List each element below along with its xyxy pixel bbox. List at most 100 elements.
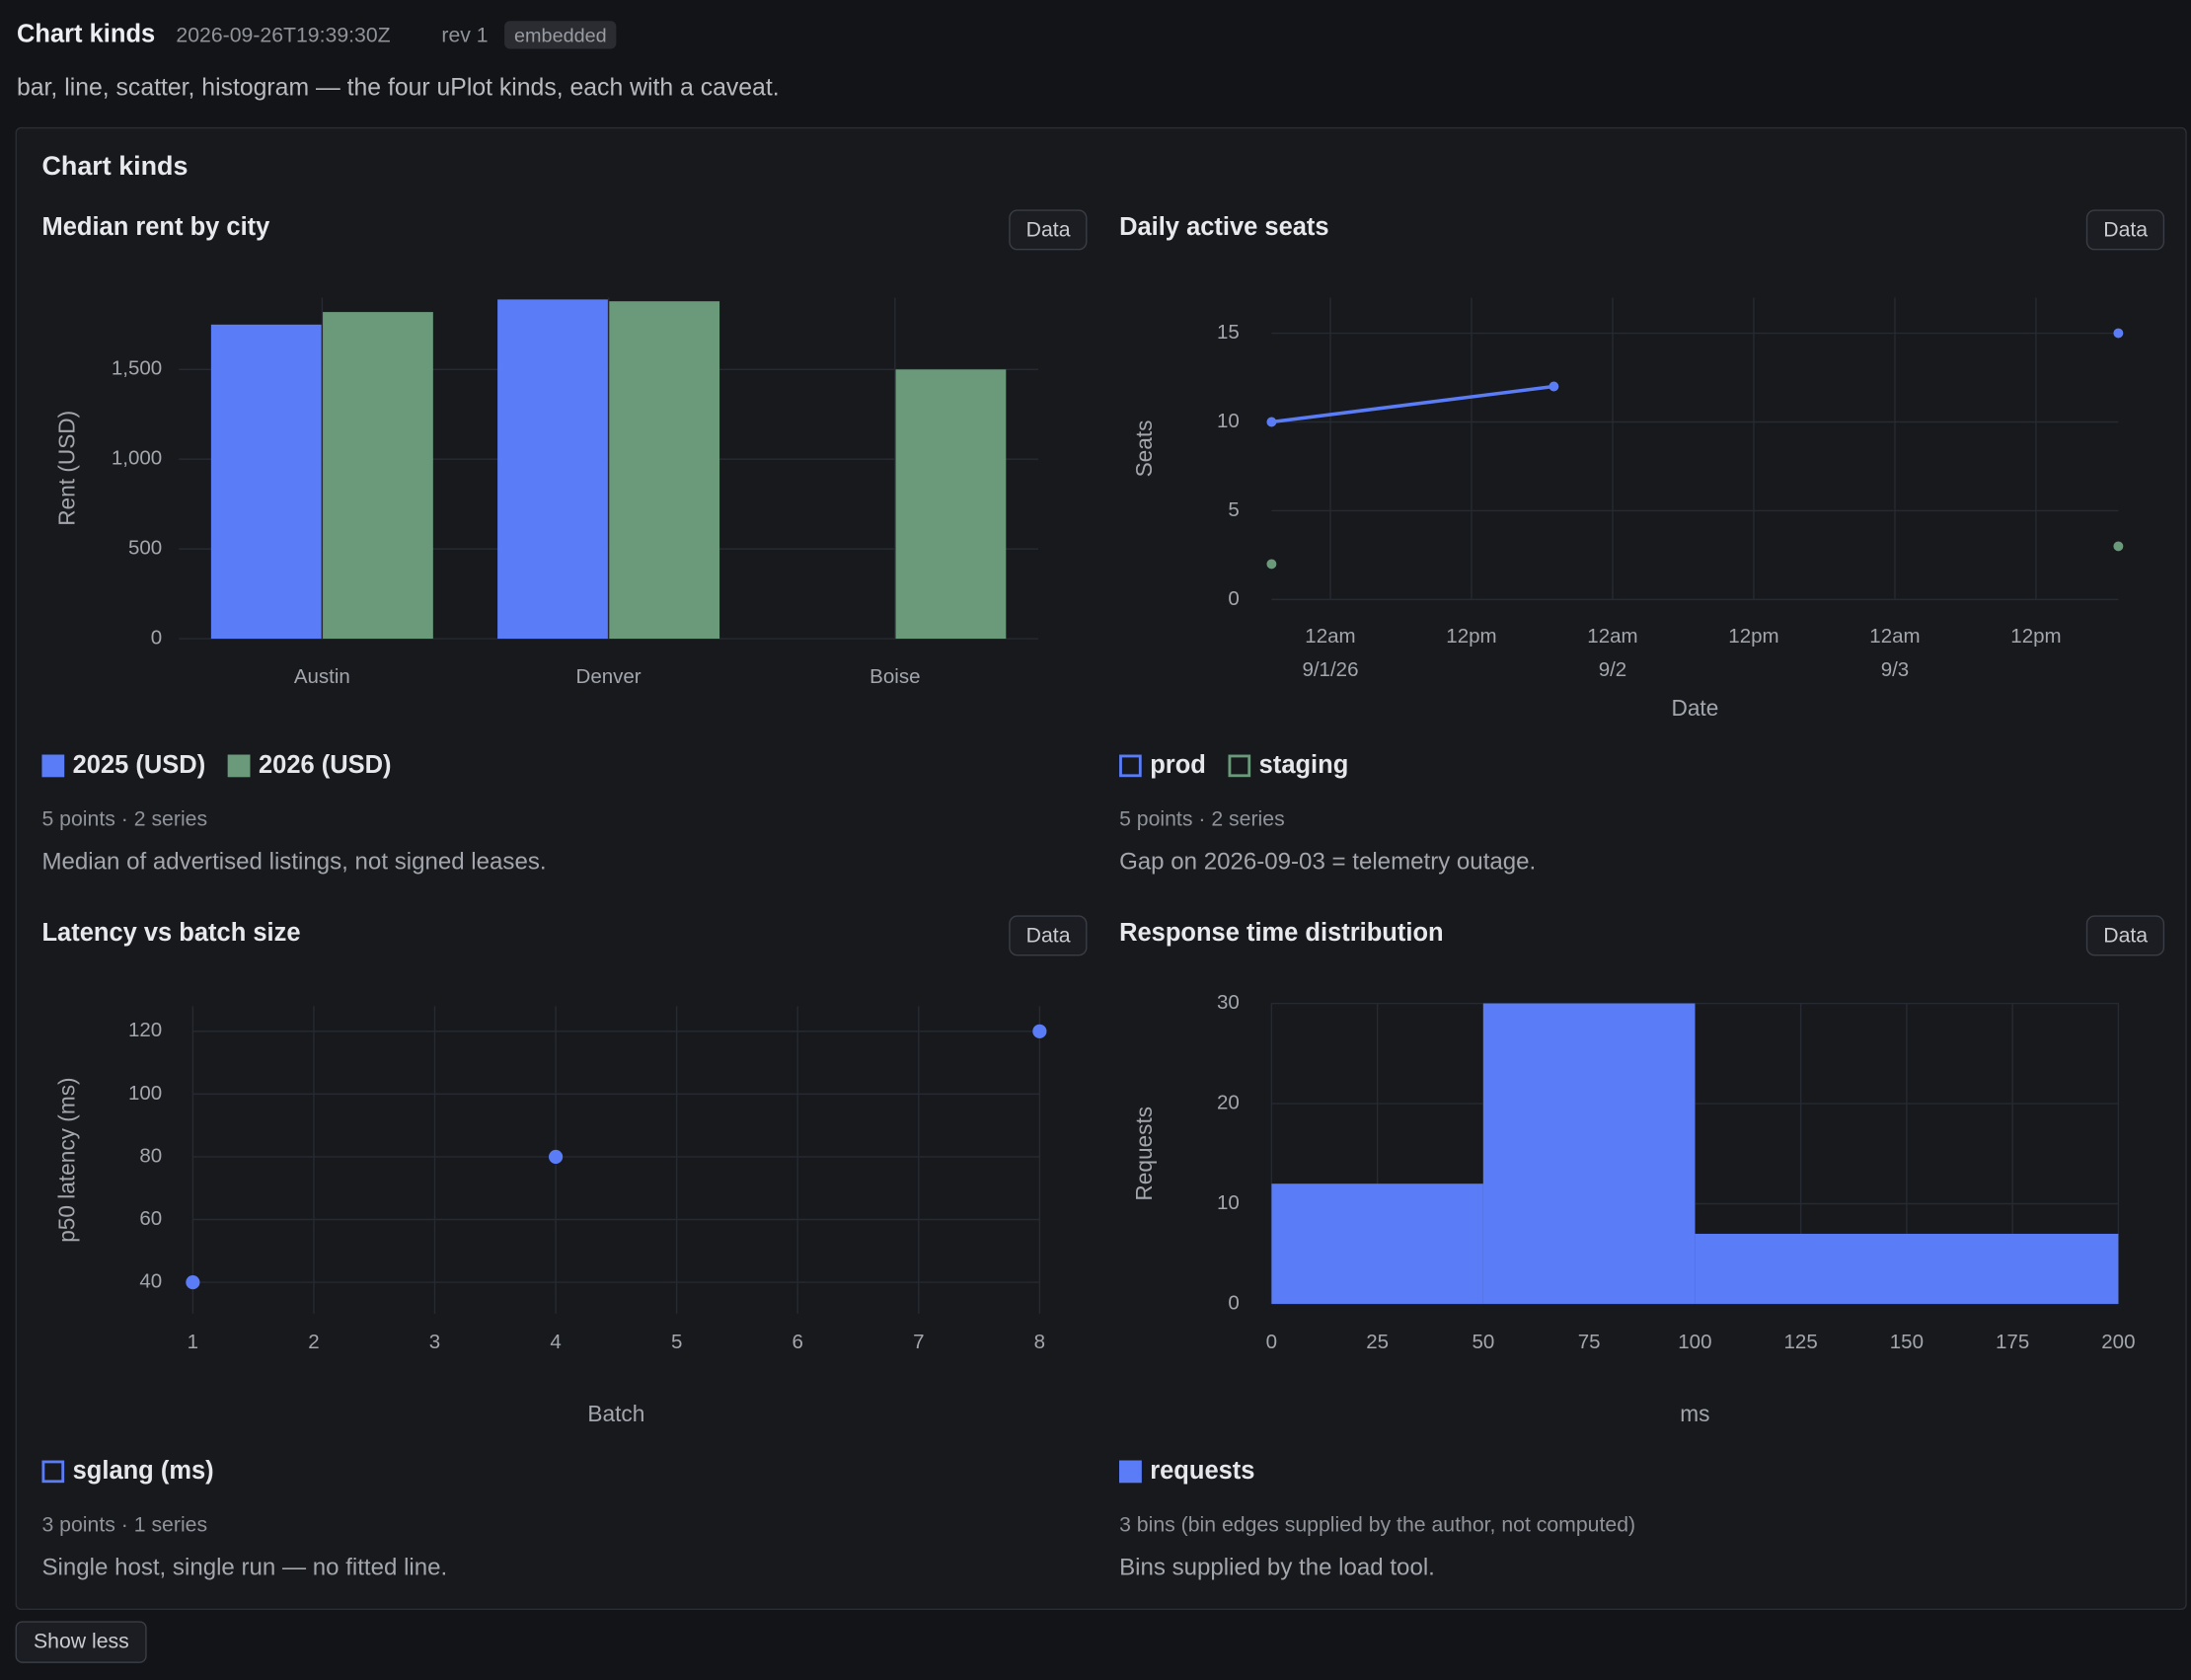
- histogram-bar: [1271, 1184, 1483, 1304]
- legend-swatch: [1228, 753, 1251, 777]
- show-less-button[interactable]: Show less: [15, 1621, 148, 1663]
- plot: 0 500 1,000 1,500 Rent (USD) Austin Denver Bois…: [53, 297, 1038, 688]
- y-tick-label: 1,000: [112, 447, 162, 470]
- x-tick-label: 50: [1472, 1331, 1494, 1353]
- legend-swatch: [41, 753, 65, 777]
- summary: 5 points · 2 series: [41, 807, 208, 832]
- y-tick-label: 40: [139, 1270, 162, 1293]
- point: [2113, 328, 2124, 339]
- bar: [497, 299, 608, 640]
- data-button[interactable]: Data: [1009, 915, 1088, 956]
- legend-item[interactable]: requests: [1119, 1456, 1254, 1486]
- legend-label: prod: [1150, 750, 1206, 779]
- summary: 3 points · 1 series: [41, 1513, 208, 1538]
- x-tick-label: 4: [550, 1331, 561, 1353]
- x-tick-label: 3: [429, 1331, 440, 1353]
- x-tick-label: 175: [1996, 1331, 2029, 1353]
- legend-swatch: [1119, 1459, 1142, 1483]
- chart-title: Median rent by city: [41, 212, 270, 241]
- x-tick-label: 12am: [1305, 625, 1355, 648]
- point: [1266, 417, 1277, 427]
- caption: Median of advertised listings, not signe…: [41, 848, 547, 876]
- x-tick-date-label: 9/1/26: [1302, 658, 1358, 681]
- y-tick-label: 1,500: [112, 357, 162, 380]
- x-tick-label: 12am: [1587, 625, 1637, 648]
- chart: Latency vs batch size Data 40 60 80 100 120 1 2 3…: [41, 915, 1088, 1614]
- badge: embedded: [504, 21, 617, 49]
- data-button[interactable]: Data: [2086, 209, 2165, 251]
- y-tick-label: 30: [1217, 991, 1240, 1014]
- x-axis-title: Date: [1671, 695, 1718, 721]
- x-tick-label: 12pm: [1446, 625, 1496, 648]
- chart-title: Latency vs batch size: [41, 918, 301, 947]
- y-tick-label: 10: [1217, 410, 1240, 432]
- timestamp: 2026-09-26T19:39:30Z: [176, 24, 391, 48]
- data-button[interactable]: Data: [1009, 209, 1088, 251]
- x-tick-label: 6: [793, 1331, 803, 1353]
- chart: Daily active seats Data 0 5 10 15 12am 12pm 12am…: [1119, 209, 2165, 908]
- x-tick-label: 150: [1890, 1331, 1924, 1353]
- point: [1266, 559, 1277, 570]
- y-tick-label: 60: [139, 1207, 162, 1230]
- legend-label: staging: [1258, 750, 1349, 779]
- caption: Bins supplied by the load tool.: [1119, 1554, 1435, 1581]
- y-tick-label: 0: [151, 626, 162, 649]
- x-tick-label: Denver: [576, 665, 642, 688]
- legend-label: 2026 (USD): [258, 750, 392, 779]
- summary: 3 bins (bin edges supplied by the author…: [1119, 1513, 1636, 1538]
- x-tick-label: 1: [188, 1331, 198, 1353]
- line: [1271, 334, 2118, 422]
- data-button[interactable]: Data: [2086, 915, 2165, 956]
- legend: requests: [1119, 1456, 1254, 1486]
- legend-swatch: [41, 1459, 65, 1483]
- x-tick-label: 200: [2101, 1331, 2135, 1353]
- x-tick-label: 5: [671, 1331, 682, 1353]
- y-axis-title: Requests: [1131, 1107, 1157, 1201]
- y-tick-label: 80: [139, 1144, 162, 1167]
- legend-item[interactable]: prod: [1119, 750, 1206, 780]
- y-axis-title: p50 latency (ms): [53, 1077, 79, 1242]
- description: bar, line, scatter, histogram — the four…: [16, 72, 780, 101]
- chart: Median rent by city Data 0 500 1,000 1,500 Ren…: [41, 209, 1088, 908]
- bar: [323, 312, 433, 640]
- x-tick-label: 12pm: [2010, 625, 2061, 648]
- legend-item[interactable]: 2026 (USD): [227, 750, 392, 780]
- legend-label: 2025 (USD): [72, 750, 206, 779]
- caption: Gap on 2026-09-03 = telemetry outage.: [1119, 848, 1537, 876]
- legend-label: sglang (ms): [72, 1456, 214, 1485]
- x-axis-title: ms: [1680, 1401, 1709, 1426]
- chart-title: Daily active seats: [1119, 212, 1329, 241]
- caption: Single host, single run — no fitted line…: [41, 1554, 448, 1581]
- x-tick-date-label: 9/3: [1881, 658, 1910, 681]
- x-tick-label: Austin: [294, 665, 350, 688]
- panel-title: Chart kinds: [41, 152, 189, 183]
- legend: prod staging: [1119, 750, 1348, 780]
- legend-item[interactable]: 2025 (USD): [41, 750, 205, 780]
- plot: 40 60 80 100 120 1 2 3 4 5 6 7 8 p50 latency (ms) Batc…: [53, 1006, 1047, 1426]
- x-tick-label: Boise: [869, 665, 920, 688]
- summary: 5 points · 2 series: [1119, 807, 1285, 832]
- y-tick-label: 100: [128, 1082, 162, 1105]
- histogram-bar: [1695, 1233, 2119, 1304]
- legend-item[interactable]: sglang (ms): [41, 1456, 214, 1486]
- y-tick-label: 15: [1217, 321, 1240, 344]
- bar: [210, 324, 322, 640]
- x-tick-label: 12am: [1869, 625, 1920, 648]
- legend-item[interactable]: staging: [1228, 750, 1349, 780]
- y-tick-label: 10: [1217, 1191, 1240, 1214]
- x-tick-label: 12pm: [1728, 625, 1778, 648]
- y-tick-label: 120: [128, 1019, 162, 1041]
- x-tick-label: 25: [1366, 1331, 1389, 1353]
- x-tick-label: 2: [308, 1331, 319, 1353]
- revision: rev 1: [441, 24, 489, 48]
- y-tick-label: 0: [1228, 1291, 1239, 1314]
- legend: sglang (ms): [41, 1456, 214, 1486]
- point: [1032, 1024, 1047, 1038]
- point: [1549, 381, 1559, 392]
- y-tick-label: 5: [1228, 498, 1239, 521]
- histogram-bar: [1482, 1003, 1696, 1304]
- x-axis-title: Batch: [587, 1401, 644, 1426]
- y-tick-label: 20: [1217, 1091, 1240, 1113]
